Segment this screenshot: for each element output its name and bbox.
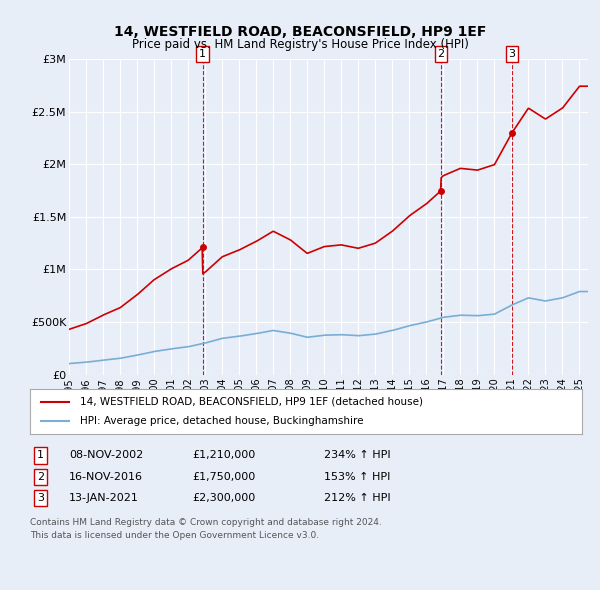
Text: 1: 1: [37, 451, 44, 460]
Text: £2,300,000: £2,300,000: [192, 493, 255, 503]
Text: 14, WESTFIELD ROAD, BEACONSFIELD, HP9 1EF: 14, WESTFIELD ROAD, BEACONSFIELD, HP9 1E…: [114, 25, 486, 40]
Text: £1,210,000: £1,210,000: [192, 451, 255, 460]
Text: 14, WESTFIELD ROAD, BEACONSFIELD, HP9 1EF (detached house): 14, WESTFIELD ROAD, BEACONSFIELD, HP9 1E…: [80, 397, 422, 407]
Text: 08-NOV-2002: 08-NOV-2002: [69, 451, 143, 460]
Text: This data is licensed under the Open Government Licence v3.0.: This data is licensed under the Open Gov…: [30, 531, 319, 540]
Text: 2: 2: [437, 49, 445, 59]
Text: Contains HM Land Registry data © Crown copyright and database right 2024.: Contains HM Land Registry data © Crown c…: [30, 518, 382, 527]
Text: 153% ↑ HPI: 153% ↑ HPI: [324, 472, 391, 481]
Text: 1: 1: [199, 49, 206, 59]
Text: 212% ↑ HPI: 212% ↑ HPI: [324, 493, 391, 503]
Text: 3: 3: [509, 49, 515, 59]
Text: £1,750,000: £1,750,000: [192, 472, 255, 481]
Text: HPI: Average price, detached house, Buckinghamshire: HPI: Average price, detached house, Buck…: [80, 417, 363, 426]
Text: 13-JAN-2021: 13-JAN-2021: [69, 493, 139, 503]
Text: 3: 3: [37, 493, 44, 503]
Text: Price paid vs. HM Land Registry's House Price Index (HPI): Price paid vs. HM Land Registry's House …: [131, 38, 469, 51]
Text: 234% ↑ HPI: 234% ↑ HPI: [324, 451, 391, 460]
Text: 16-NOV-2016: 16-NOV-2016: [69, 472, 143, 481]
Text: 2: 2: [37, 472, 44, 481]
